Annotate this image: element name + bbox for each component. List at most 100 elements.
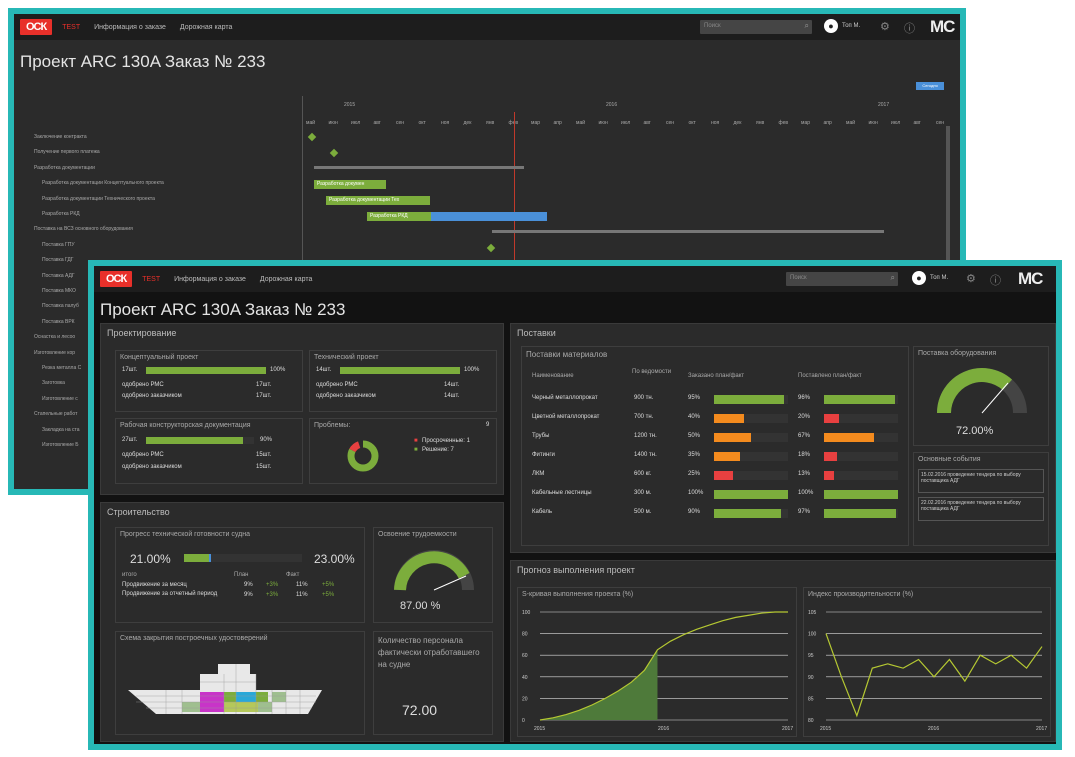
cell: 25% bbox=[688, 471, 701, 477]
gantt-bar-rkd[interactable]: Разработка РКД bbox=[367, 212, 431, 221]
gantt-month: май bbox=[306, 120, 316, 126]
nav-roadmap[interactable]: Дорожная карта bbox=[179, 23, 233, 31]
gantt-task-label[interactable]: Поставка ГПУ bbox=[42, 241, 75, 248]
gantt-month: июл bbox=[891, 120, 901, 126]
staff-card[interactable]: Количество персонала фактически отработа… bbox=[373, 631, 493, 735]
y-tick-label: 60 bbox=[522, 653, 528, 659]
gantt-bar-concept[interactable]: Разработка докумен bbox=[314, 180, 386, 189]
gear-icon[interactable]: ⚙ bbox=[966, 273, 976, 285]
performance-chart: 80 85 90 95 100 105 2015 2016 2017 bbox=[808, 610, 1047, 732]
user-menu[interactable]: ● Топ М. bbox=[824, 19, 860, 33]
gantt-task-label[interactable]: Резка металла С bbox=[42, 365, 82, 371]
gantt-task-label[interactable]: Поставка ГДГ bbox=[42, 257, 74, 264]
equipment-card[interactable]: Поставка оборудования 72.00% bbox=[913, 346, 1049, 446]
concept-project-card[interactable]: Концептуальный проект 17шт. 100% одобрен… bbox=[115, 350, 303, 412]
gantt-task-label[interactable]: Изготовление кор bbox=[34, 349, 76, 356]
cell: Цветной металлопрокат bbox=[532, 414, 600, 420]
gantt-task-label[interactable]: Оснастка и лесоо bbox=[34, 334, 76, 341]
gantt-year: 2017 bbox=[878, 102, 890, 108]
gantt-bar-technical[interactable]: Разработка документации Тех bbox=[326, 196, 430, 205]
gear-icon[interactable]: ⚙ bbox=[880, 21, 890, 33]
osk-logo[interactable]: ОСК bbox=[100, 271, 133, 287]
gantt-task-label[interactable]: Разработка документации Концептуального … bbox=[42, 180, 164, 187]
today-button[interactable]: Сегодня bbox=[916, 82, 944, 90]
gantt-task-label[interactable]: Разработка документации Технического про… bbox=[42, 195, 155, 202]
mc-logo: MC bbox=[930, 17, 955, 36]
user-menu[interactable]: ● Топ М. bbox=[912, 271, 948, 285]
milestone-payment[interactable] bbox=[329, 148, 339, 158]
delivered-bar bbox=[824, 490, 898, 499]
delivered-bar bbox=[824, 471, 898, 480]
summary-docs[interactable] bbox=[314, 166, 524, 169]
y-tick-label: 20 bbox=[522, 696, 528, 702]
y-tick-label: 85 bbox=[808, 696, 814, 702]
gantt-month: янв bbox=[486, 120, 495, 126]
series-line bbox=[825, 633, 1043, 718]
s-curve-chart: 0 20 40 60 80 100 2015 2016 2017 bbox=[522, 610, 793, 732]
gantt-task-label[interactable]: Получение первого платежа bbox=[34, 149, 100, 156]
gantt-task-label[interactable]: Заготовка bbox=[42, 380, 65, 387]
help-icon[interactable]: ⓘ bbox=[990, 275, 1001, 287]
cell: 1400 тн. bbox=[634, 452, 657, 458]
help-icon[interactable]: ⓘ bbox=[904, 23, 915, 35]
top-nav: ОСК TEST Информация о заказе Дорожная ка… bbox=[14, 14, 960, 40]
cell: 18% bbox=[798, 452, 811, 458]
osk-logo[interactable]: ОСК bbox=[20, 19, 53, 35]
milestone-contract[interactable] bbox=[307, 132, 317, 142]
cell: 900 тн. bbox=[634, 395, 654, 401]
nav-roadmap[interactable]: Дорожная карта bbox=[259, 275, 313, 283]
readiness-card[interactable]: Прогресс технической готовности судна 21… bbox=[115, 527, 365, 623]
gantt-month: ноя bbox=[711, 120, 720, 126]
event-item[interactable]: 22.02.2016 проведение тендера по выбору … bbox=[918, 497, 1044, 521]
gantt-task-label[interactable]: Поставка АДГ bbox=[42, 272, 75, 279]
design-panel: Проектирование Концептуальный проект 17ш… bbox=[100, 323, 504, 495]
search-input[interactable]: Поиск ⌕ bbox=[700, 20, 812, 34]
gantt-task-label[interactable]: Поставка МКО bbox=[42, 288, 76, 294]
ordered-bar bbox=[714, 395, 788, 404]
gantt-task-label[interactable]: Изготовление Б bbox=[42, 442, 79, 448]
cell: 600 кг. bbox=[634, 471, 652, 477]
event-item[interactable]: 15.02.2016 проведение тендера по выбору … bbox=[918, 469, 1044, 493]
user-icon: ● bbox=[912, 271, 926, 285]
working-docs-card[interactable]: Рабочая конструкторская документация 27ш… bbox=[115, 418, 303, 484]
milestone-gpu[interactable] bbox=[486, 243, 496, 253]
supplies-panel: Поставки Поставки материалов Наименовани… bbox=[510, 323, 1056, 553]
y-tick-label: 80 bbox=[522, 632, 528, 638]
gantt-task-label[interactable]: Поставка ВРК bbox=[42, 318, 75, 325]
summary-equipment[interactable] bbox=[492, 230, 884, 233]
area-fill bbox=[540, 649, 658, 720]
gantt-task-label[interactable]: Поставка на ВСЗ основного оборудования bbox=[34, 226, 133, 233]
labor-card[interactable]: Освоение трудоемкости 87.00 % bbox=[373, 527, 493, 623]
gantt-task-label[interactable]: Изготовление с bbox=[42, 395, 78, 402]
gantt-bar-rkd-remaining[interactable] bbox=[431, 212, 547, 221]
gantt-task-label[interactable]: Разработка документации bbox=[34, 164, 95, 171]
cell: 50% bbox=[688, 433, 701, 439]
search-icon[interactable]: ⌕ bbox=[804, 21, 809, 30]
gantt-year: 2015 bbox=[344, 102, 356, 108]
delivered-bar bbox=[824, 395, 898, 404]
gantt-task-label[interactable]: Заключение контракта bbox=[34, 134, 87, 140]
gantt-task-label[interactable]: Закладка на ста bbox=[42, 426, 80, 433]
construction-panel: Строительство Прогресс технической готов… bbox=[100, 502, 504, 742]
certificates-card[interactable]: Схема закрытия построечных удостоверений bbox=[115, 631, 365, 735]
search-icon[interactable]: ⌕ bbox=[890, 273, 895, 282]
ordered-bar bbox=[714, 452, 788, 461]
gantt-task-label[interactable]: Стапельные работ bbox=[34, 411, 78, 418]
gantt-task-label[interactable]: Поставка палуб bbox=[42, 303, 79, 310]
cell: 96% bbox=[798, 395, 811, 401]
gantt-month: июл bbox=[621, 120, 631, 126]
gantt-task-label[interactable]: Разработка РКД bbox=[42, 211, 80, 217]
user-icon: ● bbox=[824, 19, 838, 33]
search-input[interactable]: Поиск ⌕ bbox=[786, 272, 898, 286]
cell: 97% bbox=[798, 509, 811, 515]
technical-project-card[interactable]: Технический проект 14шт. 100% одобрено Р… bbox=[309, 350, 497, 412]
y-tick-label: 105 bbox=[808, 610, 817, 616]
nav-order-info[interactable]: Информация о заказе bbox=[94, 23, 166, 31]
gantt-month: окт bbox=[418, 120, 426, 126]
problems-card[interactable]: Проблемы: 9 ■ Просроченные: 1 ■ Решение:… bbox=[309, 418, 497, 484]
gantt-month: фев bbox=[778, 120, 789, 126]
ship-scheme-diagram[interactable] bbox=[126, 662, 326, 716]
cell: Черный металлопрокат bbox=[532, 395, 598, 401]
y-tick-label: 40 bbox=[522, 675, 528, 681]
nav-order-info[interactable]: Информация о заказе bbox=[174, 275, 246, 283]
